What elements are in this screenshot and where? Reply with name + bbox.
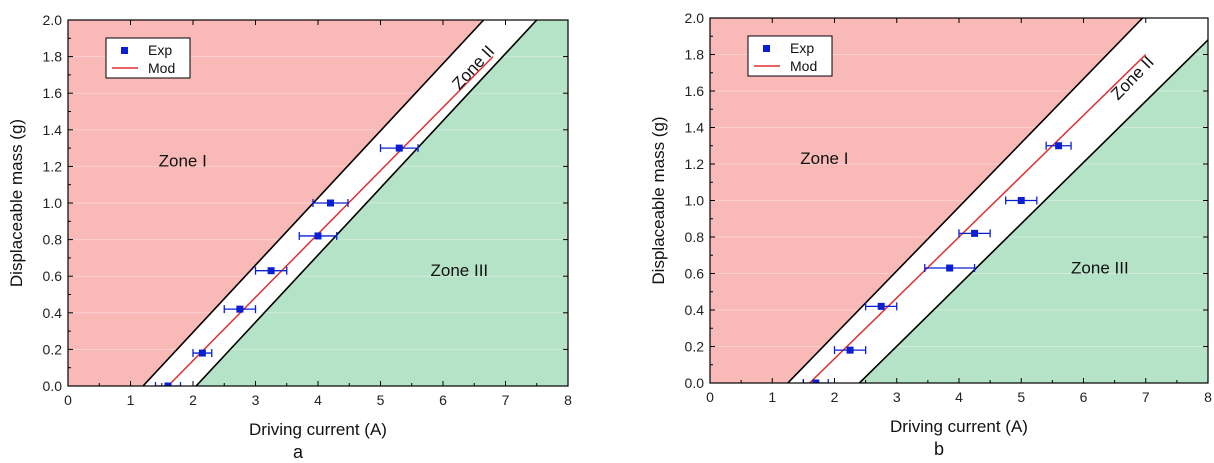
exp-data-point: [877, 302, 885, 310]
y-tick-label: 1.0: [685, 193, 705, 209]
x-tick-label: 1: [127, 392, 135, 408]
exp-data-point: [1017, 197, 1025, 204]
legend-exp-label: Exp: [148, 42, 172, 58]
legend-box: [105, 37, 191, 79]
zone-3-label: Zone III: [431, 261, 489, 280]
exp-point-group: [833, 346, 867, 355]
exp-data-point: [314, 232, 322, 240]
legend-box: [747, 35, 833, 77]
y-axis-title: Displaceable mass (g): [649, 116, 668, 284]
legend: Exp Mod: [747, 35, 833, 77]
exp-data-point: [267, 267, 275, 275]
x-tick-label: 0: [706, 389, 714, 405]
x-tick-label: 5: [377, 392, 385, 408]
exp-point-group: [312, 199, 349, 207]
y-tick-label: 1.6: [685, 83, 705, 99]
exp-point-group: [223, 305, 257, 314]
exp-point-group: [1005, 196, 1038, 205]
y-tick-label: 1.6: [43, 85, 63, 101]
x-tick-label: 4: [955, 389, 963, 405]
exp-data-point: [395, 144, 403, 152]
exp-data-point: [327, 199, 334, 207]
legend-mod-label: Mod: [148, 60, 175, 76]
x-tick-label: 4: [314, 392, 322, 408]
panel-letter: a: [293, 442, 304, 462]
x-axis-title: Driving current (A): [249, 420, 387, 439]
chart-panel-a: 0 1 2 3 4 5 6 7 8 0.0 0.2 0.4 0.6 0.8 1.0 1.2 1.4 1.6 1.8 2…: [7, 12, 572, 462]
zone-3-region: [196, 20, 568, 386]
exp-point-group: [924, 264, 976, 273]
plot-area: [710, 18, 1208, 383]
y-tick-label: 0.2: [685, 339, 705, 355]
legend-exp-marker: [121, 47, 128, 54]
exp-data-point: [946, 264, 954, 272]
boundary-line-right: [195, 20, 538, 386]
zone-1-label: Zone I: [159, 151, 207, 170]
y-tick-label: 0.8: [685, 229, 705, 245]
y-tick-label: 1.2: [43, 158, 63, 174]
x-tick-label: 8: [1204, 389, 1212, 405]
y-tick-label: 1.4: [43, 122, 63, 138]
x-tick-label: 6: [439, 392, 447, 408]
y-tick-label: 2.0: [43, 12, 63, 28]
y-tick-label: 2.0: [685, 10, 705, 26]
exp-data-point: [198, 349, 206, 357]
boundary-line-left: [787, 18, 1144, 383]
legend-exp-marker: [763, 45, 770, 52]
exp-point-group: [864, 302, 898, 311]
x-tick-label: 1: [768, 389, 776, 405]
legend: Exp Mod: [105, 37, 191, 79]
exp-point-group: [379, 144, 419, 153]
y-tick-label: 1.0: [43, 195, 63, 211]
x-axis-title: Driving current (A): [890, 417, 1028, 436]
exp-data-point: [164, 382, 172, 386]
y-tick-label: 0.6: [43, 268, 63, 284]
x-tick-label: 2: [831, 389, 839, 405]
y-tick-label: 0.2: [43, 341, 63, 357]
zone-3-label: Zone III: [1071, 259, 1129, 278]
y-tick-label: 0.0: [685, 375, 705, 391]
boundary-line-right: [858, 39, 1208, 383]
exp-point-group: [958, 229, 991, 238]
chart-panel-b: 0 1 2 3 4 5 6 7 8 0.0 0.2 0.4 0.6 0.8 1.0 1.2 1.4 1.6 1.8 2…: [649, 10, 1212, 459]
exp-data-point: [971, 229, 979, 237]
legend-exp-label: Exp: [790, 40, 814, 56]
x-tick-label: 7: [1142, 389, 1150, 405]
legend-mod-label: Mod: [790, 58, 817, 74]
x-tick-label: 3: [252, 392, 260, 408]
exp-data-point: [236, 305, 244, 313]
y-tick-label: 0.4: [43, 305, 63, 321]
x-tick-label: 8: [564, 392, 572, 408]
mod-series-line: [167, 56, 494, 386]
y-axis-title: Displaceable mass (g): [7, 119, 26, 287]
exp-point-group: [1045, 141, 1072, 150]
exp-point-group: [192, 349, 213, 358]
x-tick-label: 3: [893, 389, 901, 405]
y-tick-label: 0.6: [685, 266, 705, 282]
y-tick-label: 0.0: [43, 378, 63, 394]
exp-point-group: [298, 231, 338, 240]
y-tick-label: 1.8: [43, 49, 63, 65]
x-tick-label: 2: [189, 392, 197, 408]
x-tick-label: 7: [502, 392, 510, 408]
x-tick-label: 6: [1080, 389, 1088, 405]
exp-data-point: [812, 379, 820, 383]
exp-point-group: [254, 266, 288, 275]
y-tick-label: 0.4: [685, 302, 705, 318]
plot-area: [68, 20, 568, 386]
y-tick-label: 0.8: [43, 232, 63, 248]
y-tick-label: 1.2: [685, 156, 705, 172]
x-tick-label: 0: [64, 392, 72, 408]
zone-1-label: Zone I: [800, 149, 848, 168]
x-tick-label: 5: [1017, 389, 1025, 405]
y-tick-label: 1.4: [685, 120, 705, 136]
exp-data-point: [1055, 142, 1063, 150]
panel-letter: b: [934, 439, 944, 459]
exp-point-group: [154, 382, 182, 386]
y-tick-label: 1.8: [685, 47, 705, 63]
exp-data-point: [846, 346, 854, 354]
mod-series-line: [809, 53, 1147, 383]
